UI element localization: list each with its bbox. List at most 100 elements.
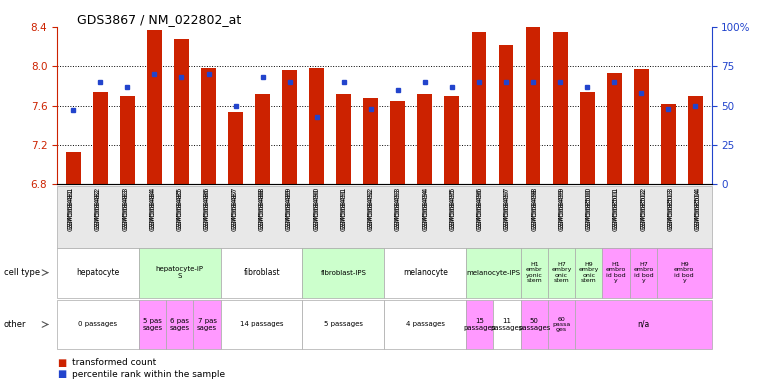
- Text: GSM568491: GSM568491: [340, 188, 346, 231]
- Text: 15
passages: 15 passages: [463, 318, 496, 331]
- Text: transformed count: transformed count: [72, 358, 157, 367]
- Text: GSM568504: GSM568504: [695, 186, 701, 228]
- Bar: [526, 25, 540, 184]
- Bar: [66, 152, 81, 184]
- Text: GSM568486: GSM568486: [204, 188, 210, 231]
- Text: GSM568487: GSM568487: [231, 186, 237, 229]
- Text: hepatocyte: hepatocyte: [76, 268, 119, 277]
- Bar: [147, 30, 162, 184]
- Text: ■: ■: [57, 369, 66, 379]
- Text: melanocyte-IPS: melanocyte-IPS: [466, 270, 521, 276]
- Text: GSM568483: GSM568483: [123, 186, 129, 229]
- Text: GSM568489: GSM568489: [286, 188, 292, 231]
- Text: GSM568485: GSM568485: [177, 186, 183, 228]
- Text: GSM568488: GSM568488: [259, 186, 265, 229]
- Bar: [201, 68, 216, 184]
- Bar: [309, 68, 324, 184]
- Text: GSM568481: GSM568481: [68, 188, 74, 231]
- Bar: [580, 92, 594, 184]
- Bar: [174, 39, 189, 184]
- Text: n/a: n/a: [637, 320, 649, 329]
- Bar: [688, 96, 702, 184]
- Bar: [282, 70, 297, 184]
- Text: GSM568500: GSM568500: [586, 188, 592, 231]
- Text: H7
embro
id bod
y: H7 embro id bod y: [633, 262, 654, 283]
- Text: H9
embry
onic
stem: H9 embry onic stem: [578, 262, 599, 283]
- Text: GSM568491: GSM568491: [340, 186, 346, 229]
- Text: GSM568499: GSM568499: [559, 186, 565, 229]
- Text: fibroblast-IPS: fibroblast-IPS: [320, 270, 366, 276]
- Text: 7 pas
sages: 7 pas sages: [197, 318, 217, 331]
- Text: GSM568498: GSM568498: [531, 188, 537, 231]
- Text: H1
embro
id bod
y: H1 embro id bod y: [606, 262, 626, 283]
- Text: 0 passages: 0 passages: [78, 321, 117, 328]
- Bar: [390, 101, 406, 184]
- Text: GSM568502: GSM568502: [640, 186, 646, 228]
- Text: 50
passages: 50 passages: [518, 318, 550, 331]
- Text: GSM568492: GSM568492: [368, 188, 374, 230]
- Text: GSM568483: GSM568483: [123, 188, 129, 231]
- Text: GSM568485: GSM568485: [177, 188, 183, 230]
- Text: GSM568501: GSM568501: [613, 186, 619, 229]
- Text: GSM568486: GSM568486: [204, 186, 210, 229]
- Text: 11
passages: 11 passages: [491, 318, 524, 331]
- Text: 60
passa
ges: 60 passa ges: [552, 316, 571, 333]
- Text: GSM568487: GSM568487: [231, 188, 237, 231]
- Bar: [472, 32, 486, 184]
- Text: fibroblast: fibroblast: [244, 268, 280, 277]
- Text: 4 passages: 4 passages: [406, 321, 444, 328]
- Text: GSM568488: GSM568488: [259, 188, 265, 231]
- Text: GDS3867 / NM_022802_at: GDS3867 / NM_022802_at: [77, 13, 241, 26]
- Bar: [363, 98, 378, 184]
- Text: percentile rank within the sample: percentile rank within the sample: [72, 370, 225, 379]
- Bar: [634, 69, 648, 184]
- Text: GSM568493: GSM568493: [395, 186, 401, 229]
- Text: GSM568495: GSM568495: [450, 188, 456, 230]
- Text: GSM568499: GSM568499: [559, 188, 565, 231]
- Text: GSM568484: GSM568484: [149, 188, 155, 230]
- Bar: [120, 96, 135, 184]
- Bar: [336, 94, 351, 184]
- Text: GSM568481: GSM568481: [68, 186, 74, 229]
- Text: 5 pas
sages: 5 pas sages: [142, 318, 163, 331]
- Bar: [228, 111, 243, 184]
- Text: GSM568494: GSM568494: [422, 186, 428, 228]
- Bar: [418, 94, 432, 184]
- Text: GSM568501: GSM568501: [613, 188, 619, 231]
- Text: GSM568497: GSM568497: [504, 188, 510, 231]
- Text: GSM568484: GSM568484: [149, 186, 155, 228]
- Text: GSM568482: GSM568482: [95, 186, 101, 228]
- Text: 5 passages: 5 passages: [324, 321, 363, 328]
- Text: GSM568495: GSM568495: [450, 186, 456, 228]
- Bar: [444, 96, 460, 184]
- Text: GSM568482: GSM568482: [95, 188, 101, 230]
- Text: GSM568502: GSM568502: [640, 188, 646, 230]
- Text: 14 passages: 14 passages: [240, 321, 283, 328]
- Text: H1
embr
yonic
stem: H1 embr yonic stem: [526, 262, 543, 283]
- Text: GSM568496: GSM568496: [476, 186, 482, 229]
- Text: GSM568494: GSM568494: [422, 188, 428, 230]
- Text: GSM568504: GSM568504: [695, 188, 701, 230]
- Text: GSM568497: GSM568497: [504, 186, 510, 229]
- Text: melanocyte: melanocyte: [403, 268, 447, 277]
- Text: GSM568490: GSM568490: [313, 188, 319, 231]
- Text: GSM568503: GSM568503: [667, 188, 673, 231]
- Text: H9
embro
id bod
y: H9 embro id bod y: [674, 262, 695, 283]
- Text: GSM568490: GSM568490: [313, 186, 319, 229]
- Bar: [552, 32, 568, 184]
- Text: GSM568489: GSM568489: [286, 186, 292, 229]
- Text: GSM568500: GSM568500: [586, 186, 592, 229]
- Text: ■: ■: [57, 358, 66, 368]
- Text: H7
embry
onic
stem: H7 embry onic stem: [552, 262, 572, 283]
- Bar: [498, 45, 514, 184]
- Text: cell type: cell type: [4, 268, 40, 277]
- Bar: [255, 94, 270, 184]
- Text: GSM568492: GSM568492: [368, 186, 374, 228]
- Text: GSM568498: GSM568498: [531, 186, 537, 229]
- Bar: [93, 92, 108, 184]
- Text: GSM568503: GSM568503: [667, 186, 673, 229]
- Text: 6 pas
sages: 6 pas sages: [170, 318, 189, 331]
- Text: GSM568493: GSM568493: [395, 188, 401, 231]
- Bar: [661, 104, 676, 184]
- Text: other: other: [4, 320, 27, 329]
